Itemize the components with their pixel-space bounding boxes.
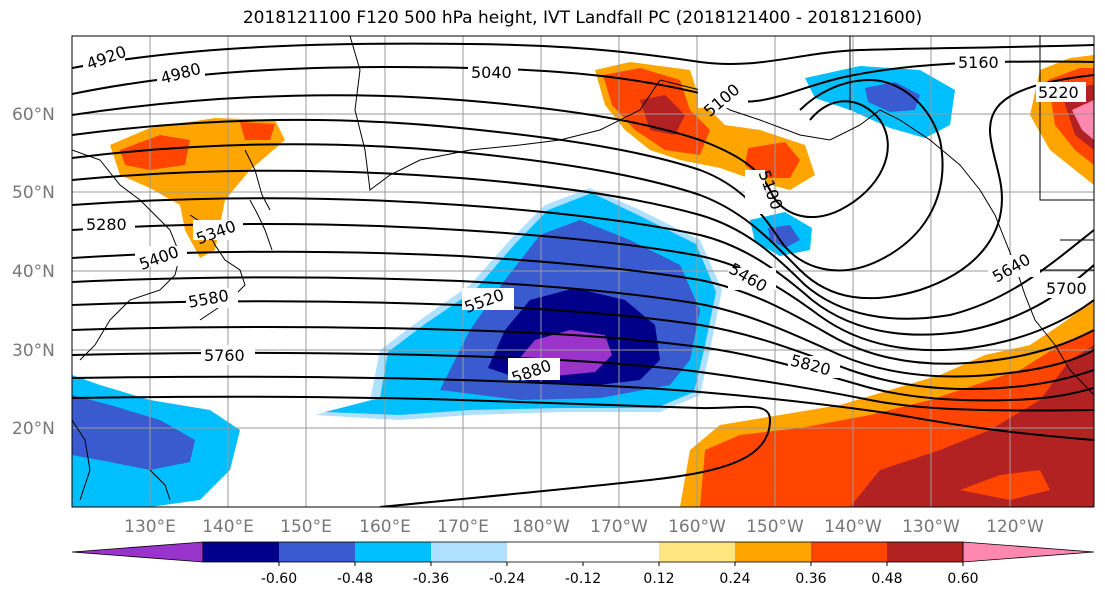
colorbar-tick-label: -0.24	[489, 571, 525, 587]
height-contours	[72, 42, 1094, 507]
latitude-label: 20°N	[12, 419, 55, 439]
colorbar-tick-label: 0.48	[871, 571, 902, 587]
contour-label: 5040	[471, 63, 512, 82]
longitude-label: 160°E	[359, 517, 411, 537]
longitude-label: 180°W	[512, 517, 570, 537]
contour-label: 5220	[1038, 83, 1079, 102]
map-frame	[71, 35, 1095, 508]
longitude-label: 170°W	[590, 517, 648, 537]
map-title: 2018121100 F120 500 hPa height, IVT Land…	[242, 8, 923, 28]
contour-label: 5760	[204, 346, 245, 365]
colorbar-segment	[887, 542, 964, 562]
longitude-label: 120°W	[986, 517, 1044, 537]
colorbar-segment	[659, 542, 736, 562]
colorbar-tick-label: -0.48	[337, 571, 373, 587]
latitude-label: 40°N	[12, 262, 55, 282]
longitude-label: 160°W	[668, 517, 726, 537]
longitude-label: 150°E	[280, 517, 332, 537]
latitude-labels: 60°N 50°N 40°N 30°N 20°N	[12, 105, 55, 439]
colorbar: -0.60 -0.48 -0.36 -0.24 -0.12 0.12 0.24 0.36 0.4…	[71, 541, 1095, 587]
ivt-negative-region-small	[768, 225, 800, 248]
colorbar-tick-label: -0.36	[413, 571, 449, 587]
colorbar-tick-label: 0.12	[643, 571, 674, 587]
longitude-label: 170°E	[437, 517, 489, 537]
colorbar-extend-low	[71, 541, 204, 563]
ivt-negative-region-west	[72, 395, 195, 470]
contour-label: 5700	[1046, 279, 1087, 298]
colorbar-segment	[431, 542, 508, 562]
colorbar-tick-label: -0.60	[261, 571, 297, 587]
ivt-positive-region-japan	[120, 135, 190, 170]
ivt-positive-region-northeast	[1072, 100, 1094, 140]
ivt-positive-region-southeast	[850, 345, 1094, 507]
ivt-negative-region-gulf	[865, 82, 920, 112]
ivt-positive-region-bering	[745, 142, 800, 178]
longitude-label: 130°W	[902, 517, 960, 537]
ivt-positive-region-bering	[640, 95, 685, 135]
contour-label: 5280	[86, 215, 127, 234]
colorbar-tick-label: 0.24	[719, 571, 750, 587]
longitude-label: 140°E	[202, 517, 254, 537]
colorbar-segment	[279, 542, 356, 562]
colorbar-segment	[811, 542, 888, 562]
colorbar-tick-label: 0.60	[947, 571, 978, 587]
latitude-label: 60°N	[12, 105, 55, 125]
colorbar-tick-label: 0.36	[795, 571, 826, 587]
ivt-positive-region-japan	[240, 122, 275, 140]
colorbar-segment	[507, 542, 584, 562]
latitude-label: 30°N	[12, 341, 55, 361]
contour-label: 5160	[958, 53, 999, 72]
longitude-labels: 130°E 140°E 150°E 160°E 170°E 180°W 170°…	[124, 517, 1044, 537]
colorbar-extend-high	[962, 541, 1095, 563]
colorbar-segment	[203, 542, 280, 562]
colorbar-segment	[735, 542, 812, 562]
colorbar-segment	[355, 542, 432, 562]
ivt-fill-layer	[72, 55, 1094, 507]
longitude-label: 130°E	[124, 517, 176, 537]
longitude-label: 140°W	[824, 517, 882, 537]
longitude-label: 150°W	[746, 517, 804, 537]
ivt-positive-region-southeast	[960, 470, 1050, 500]
colorbar-tick-label: -0.12	[565, 571, 601, 587]
colorbar-segment	[583, 542, 660, 562]
latitude-label: 50°N	[12, 183, 55, 203]
